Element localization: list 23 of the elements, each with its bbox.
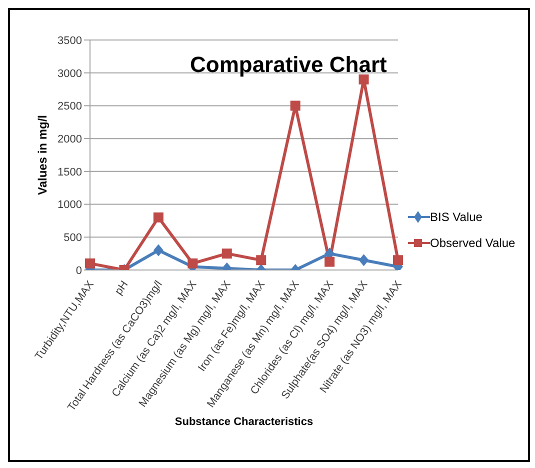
y-tick-label: 1000 (58, 199, 82, 212)
y-tick-label: 1500 (58, 166, 82, 178)
point (153, 244, 164, 256)
y-tick-label: 500 (64, 232, 82, 244)
legend-label: BIS Value (430, 210, 482, 224)
y-tick-label: 3000 (58, 68, 82, 80)
y-axis-title: Values in mg/l (35, 114, 50, 196)
point (393, 255, 403, 266)
point (256, 255, 266, 266)
y-tick-label: 3500 (58, 34, 82, 47)
point (290, 100, 300, 111)
legend-label: Observed Value (430, 236, 516, 250)
y-tick-label: 0 (76, 264, 82, 277)
point (324, 256, 335, 267)
point (188, 258, 198, 268)
y-tick-label: 2000 (58, 133, 82, 146)
point (222, 248, 232, 259)
x-axis-title: Substance Characteristics (174, 416, 314, 428)
point (358, 74, 369, 84)
point (153, 212, 164, 222)
point (358, 254, 369, 266)
y-tick-label: 2500 (58, 100, 82, 113)
text: Comparative Chart (190, 52, 387, 78)
